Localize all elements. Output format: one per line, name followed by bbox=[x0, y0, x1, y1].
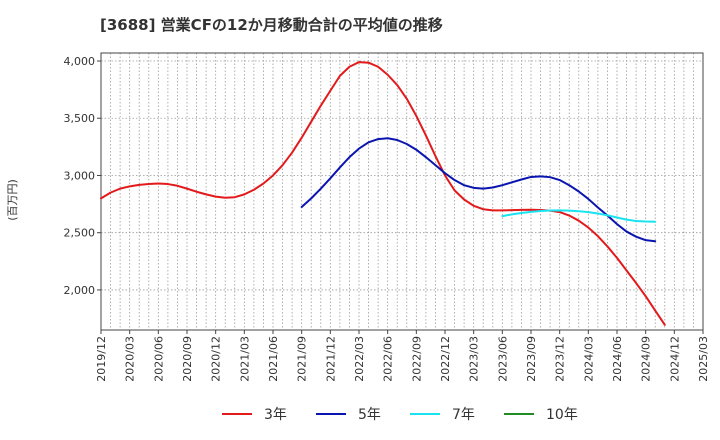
y-tick-label: 3,000 bbox=[64, 169, 96, 182]
grid bbox=[101, 53, 703, 330]
y-tick-label: 2,000 bbox=[64, 284, 96, 297]
plot-area bbox=[100, 52, 704, 331]
y-axis-ticks: 2,000 2,500 3,000 3,500 4,000 bbox=[64, 55, 101, 297]
x-tick-label: 2023/09 bbox=[525, 336, 538, 382]
x-tick-label: 2023/06 bbox=[496, 336, 509, 382]
x-tick-label: 2020/03 bbox=[124, 336, 137, 382]
x-tick-label: 2022/06 bbox=[382, 336, 395, 382]
x-tick-label: 2020/12 bbox=[210, 336, 223, 382]
series-line-7年 bbox=[501, 209, 657, 223]
x-tick-label: 2019/12 bbox=[95, 336, 108, 382]
x-tick-label: 2022/03 bbox=[353, 336, 366, 382]
series-layer bbox=[100, 61, 666, 326]
y-axis-label: (百万円) bbox=[6, 179, 19, 221]
x-tick-label: 2023/12 bbox=[554, 336, 567, 382]
legend-label: 10年 bbox=[546, 407, 578, 423]
x-tick-label: 2021/06 bbox=[267, 336, 280, 382]
series-line-3年 bbox=[100, 61, 666, 326]
legend-label: 3年 bbox=[264, 407, 287, 423]
x-tick-label: 2024/06 bbox=[611, 336, 624, 382]
x-tick-label: 2021/03 bbox=[238, 336, 251, 382]
y-tick-label: 4,000 bbox=[64, 55, 96, 68]
y-tick-label: 2,500 bbox=[64, 227, 96, 240]
series-line-5年 bbox=[300, 137, 657, 243]
x-tick-label: 2022/09 bbox=[410, 336, 423, 382]
legend: 3年 5年 7年 10年 bbox=[222, 407, 578, 423]
y-tick-label: 3,500 bbox=[64, 112, 96, 125]
x-tick-label: 2020/09 bbox=[181, 336, 194, 382]
x-tick-label: 2024/09 bbox=[640, 336, 653, 382]
x-tick-label: 2023/03 bbox=[468, 336, 481, 382]
x-tick-label: 2025/03 bbox=[697, 336, 710, 382]
x-tick-label: 2021/09 bbox=[296, 336, 309, 382]
legend-label: 7年 bbox=[452, 407, 475, 423]
x-tick-label: 2020/06 bbox=[152, 336, 165, 382]
x-tick-label: 2022/12 bbox=[439, 336, 452, 382]
legend-label: 5年 bbox=[358, 407, 381, 423]
chart-title: [3688] 営業CFの12か月移動合計の平均値の推移 bbox=[100, 16, 443, 34]
x-axis-ticks: 2019/12 2020/03 2020/06 2020/09 2020/12 2021/… bbox=[95, 330, 710, 382]
x-tick-label: 2021/12 bbox=[324, 336, 337, 382]
x-tick-label: 2024/03 bbox=[582, 336, 595, 382]
x-tick-label: 2024/12 bbox=[668, 336, 681, 382]
